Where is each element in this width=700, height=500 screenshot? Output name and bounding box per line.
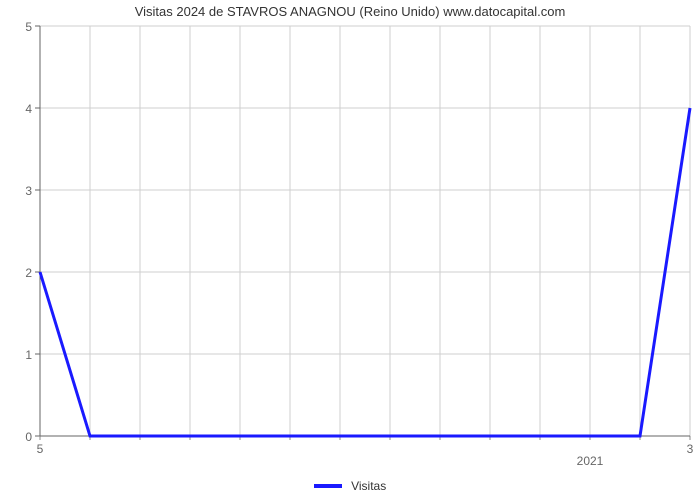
legend-swatch-icon: [314, 484, 342, 488]
chart-plot: [0, 0, 700, 500]
x-year-label: 2021: [560, 454, 620, 468]
y-tick-label: 2: [25, 266, 32, 280]
legend-label: Visitas: [351, 479, 386, 493]
y-tick-label: 5: [25, 20, 32, 34]
y-tick-label: 3: [25, 184, 32, 198]
x-right-corner-label: 3: [670, 442, 700, 456]
x-left-corner-label: 5: [20, 442, 60, 456]
chart-legend: Visitas: [0, 478, 700, 493]
y-tick-label: 1: [25, 348, 32, 362]
chart-container: { "chart": { "type": "line", "title": "V…: [0, 0, 700, 500]
y-tick-label: 4: [25, 102, 32, 116]
